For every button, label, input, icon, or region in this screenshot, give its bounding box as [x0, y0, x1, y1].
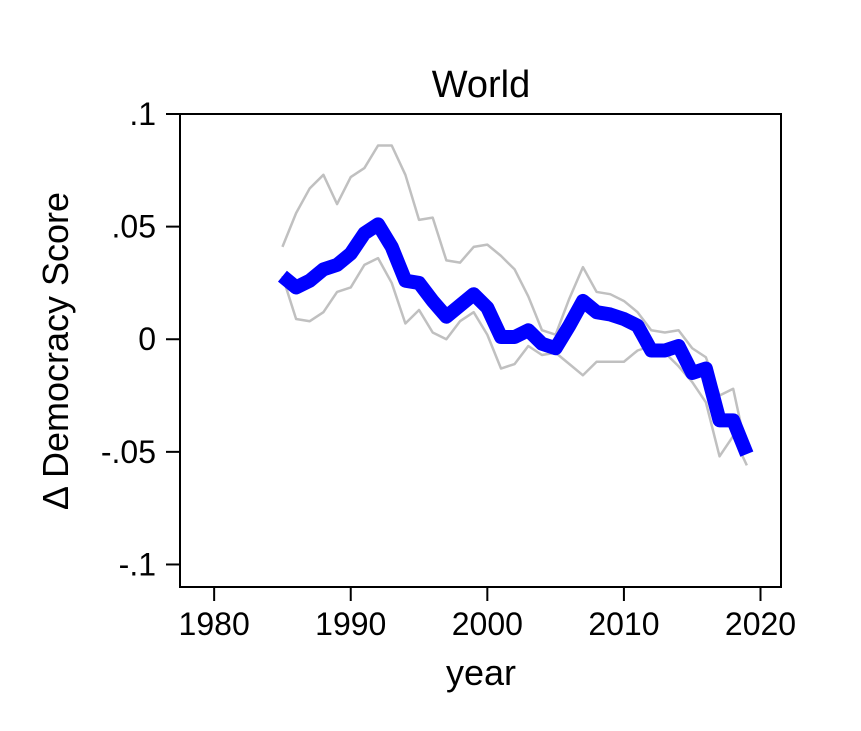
- y-tick-label--.1: -.1: [119, 546, 156, 582]
- y-tick-label-.05: .05: [112, 209, 156, 245]
- x-tick-label-1990: 1990: [315, 606, 386, 642]
- x-tick-label-2000: 2000: [452, 606, 523, 642]
- series-layer: [277, 144, 754, 466]
- series-line-upper-bound: [281, 144, 749, 453]
- y-axis-title: Δ Democracy Score: [35, 192, 76, 510]
- x-axis: 1980 1990 2000 2010 2020: [179, 587, 796, 642]
- series-line-lower-bound: [281, 256, 748, 466]
- y-tick-label--.05: -.05: [101, 434, 156, 470]
- y-tick-label-.1: .1: [129, 96, 156, 132]
- chart-title: World: [432, 64, 531, 106]
- y-axis: .1 .05 0 -.05 -.1: [101, 96, 180, 582]
- series-line-estimate: [277, 217, 754, 457]
- y-tick-label-0: 0: [138, 321, 156, 357]
- x-axis-title: year: [446, 652, 516, 693]
- plot-area-frame: [179, 113, 782, 588]
- x-tick-label-2010: 2010: [588, 606, 659, 642]
- x-tick-label-2020: 2020: [725, 606, 796, 642]
- x-tick-label-1980: 1980: [179, 606, 250, 642]
